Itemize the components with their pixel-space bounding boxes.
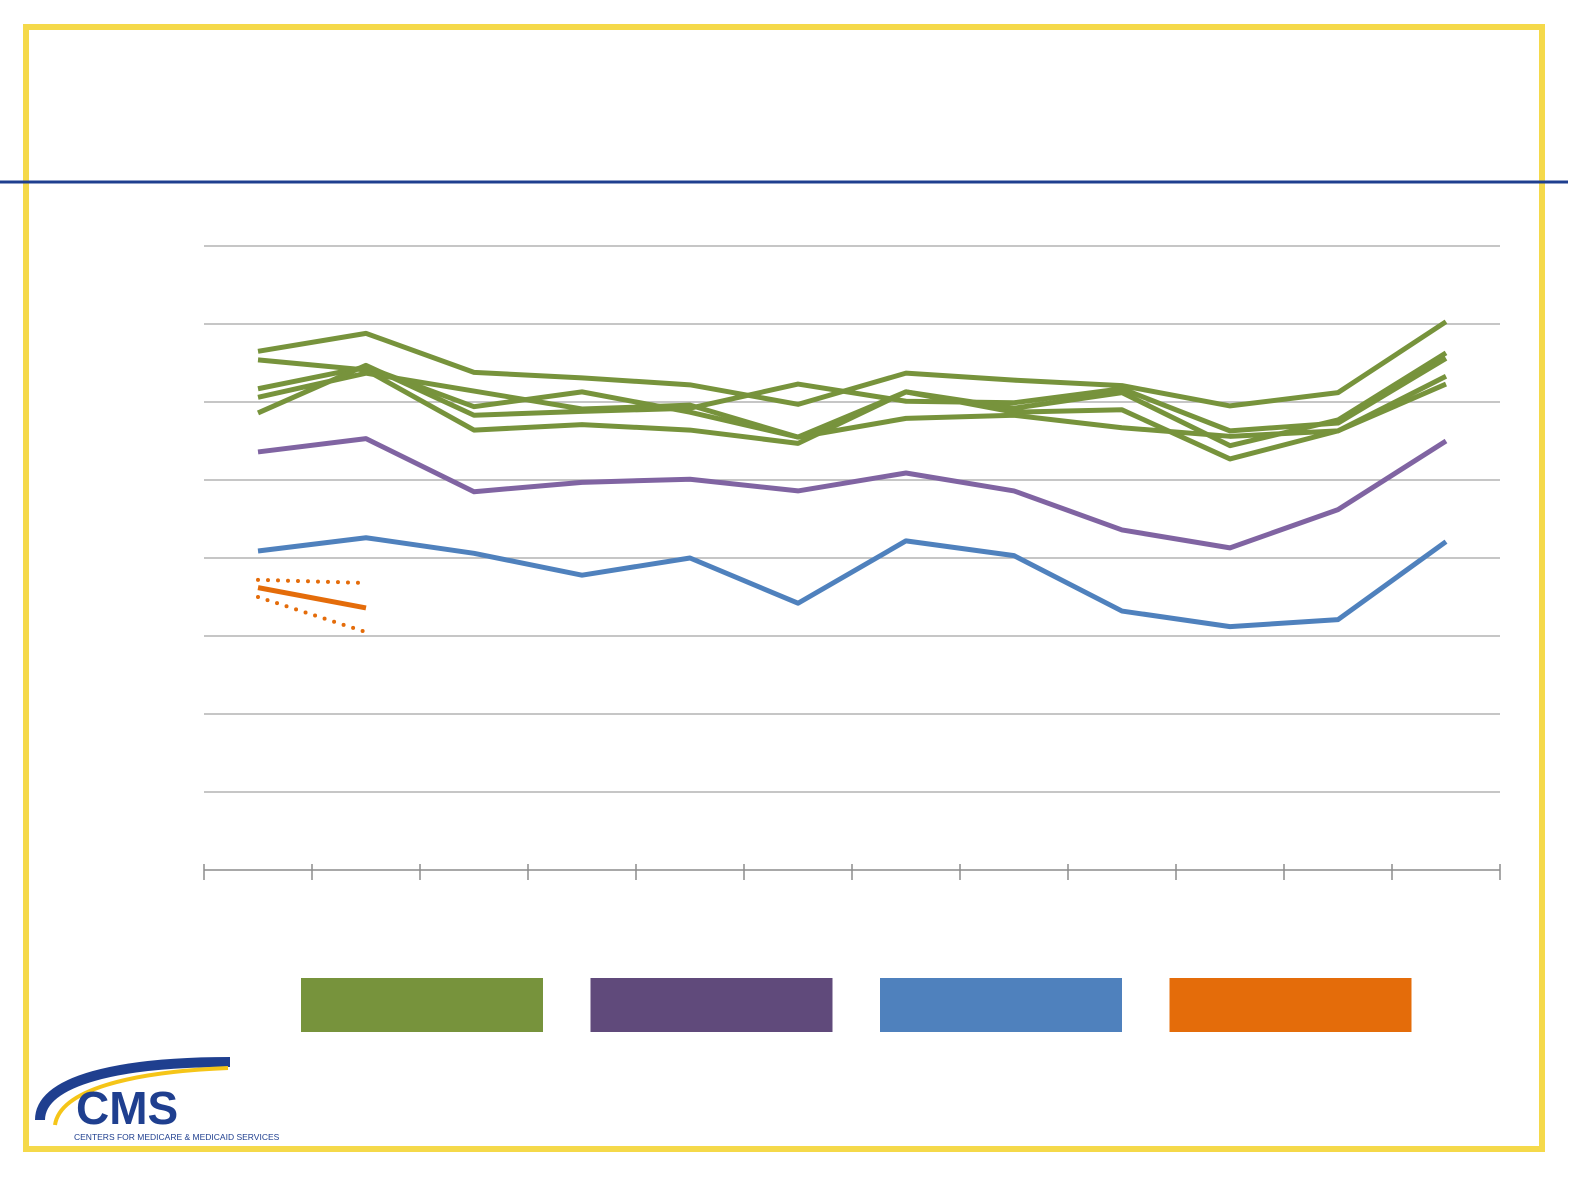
logo-swoosh [53, 1066, 229, 1126]
series-line [257, 319, 1448, 409]
series-line [256, 577, 368, 585]
series-line [257, 357, 1447, 462]
series-line [257, 585, 367, 611]
series-line [257, 436, 1448, 551]
legend-swatch [1169, 978, 1412, 1032]
legend-swatch [301, 978, 543, 1032]
series-line [257, 350, 1448, 449]
legend-swatch [880, 978, 1122, 1032]
logo-text: CMS [76, 1082, 178, 1134]
legend-swatch [590, 978, 833, 1032]
series-line [256, 356, 1448, 434]
logo-subtext: CENTERS FOR MEDICARE & MEDICAID SERVICES [74, 1132, 280, 1142]
logo-swoosh [35, 1057, 231, 1121]
logo: CMS CENTERS FOR MEDICARE & MEDICAID SERV… [35, 1057, 280, 1142]
series-line [256, 595, 368, 635]
frame [23, 24, 1545, 1152]
series-line [257, 370, 1448, 440]
series-line [257, 535, 1448, 630]
